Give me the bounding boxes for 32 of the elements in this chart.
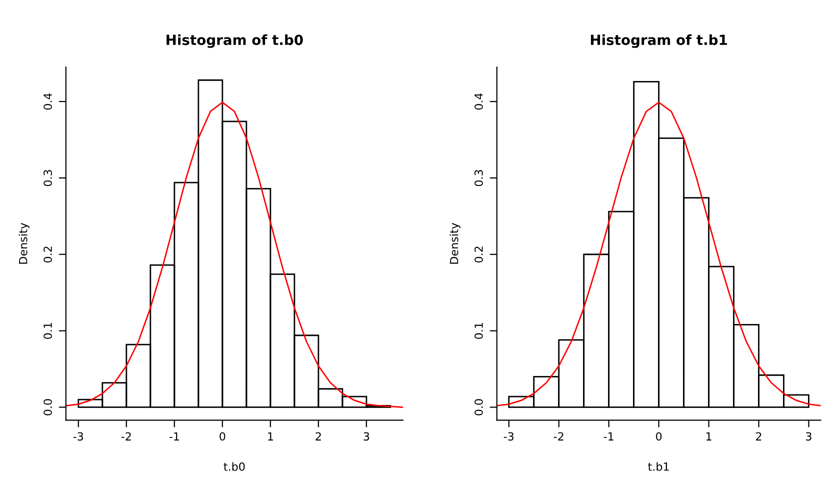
x-tick-label: -2	[554, 432, 564, 440]
x-tick-label: -2	[121, 432, 131, 440]
y-tick-label: 0.4	[474, 93, 483, 110]
x-tick-label: 0	[656, 432, 662, 441]
x-tick-label: 3	[364, 432, 370, 441]
x-tick-label: 1	[268, 432, 273, 440]
x-tick-label: -3	[73, 432, 84, 441]
y-tick-label: 0.0	[44, 399, 52, 416]
chart-title: Histogram of t.b0	[166, 34, 303, 48]
x-tick-label: 2	[316, 432, 321, 440]
y-tick-label: 0.3	[474, 170, 483, 186]
y-tick-label: 0.4	[44, 93, 52, 110]
x-tick-label: -1	[604, 432, 614, 440]
y-tick-label: 0.2	[474, 246, 483, 262]
y-tick-label: 0.2	[44, 246, 52, 262]
x-tick-label: 1	[706, 432, 712, 440]
y-tick-label: 0.0	[474, 399, 483, 416]
x-tick-label: 2	[756, 432, 762, 440]
y-axis-title: Density	[18, 222, 30, 264]
x-tick-label: -1	[169, 432, 179, 440]
x-tick-label: 3	[806, 432, 812, 441]
x-tick-label: 0	[220, 432, 226, 441]
x-axis-title: t.b0	[224, 462, 245, 471]
x-axis-title: t.b1	[648, 462, 669, 471]
x-tick-label: -3	[504, 432, 514, 441]
line-series	[66, 102, 403, 408]
y-axis-title: Density	[450, 222, 460, 264]
line-series	[496, 102, 821, 406]
y-tick-label: 0.1	[44, 322, 52, 339]
chart-title: Histogram of t.b1	[590, 34, 727, 48]
y-tick-label: 0.1	[474, 322, 483, 339]
y-tick-label: 0.3	[44, 170, 52, 186]
